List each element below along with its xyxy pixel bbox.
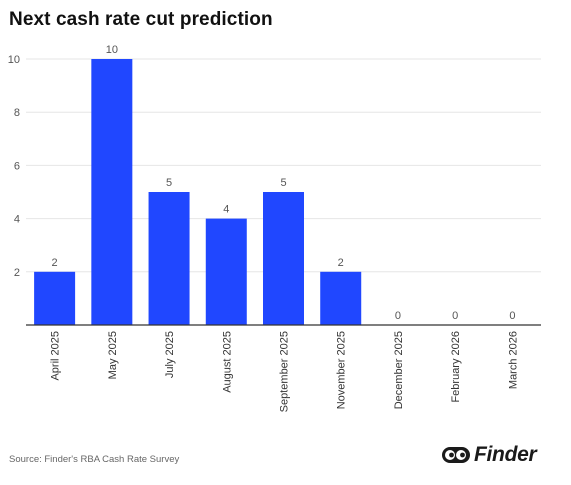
bar [148,192,190,325]
bar [205,218,247,325]
bar-value-label: 10 [106,44,118,56]
bar-value-label: 0 [452,310,458,322]
x-tick-label: July 2025 [164,331,176,378]
brand-name: Finder [474,443,537,466]
bar-value-label: 0 [509,310,515,322]
x-tick-label: September 2025 [279,331,291,412]
x-tick-label: November 2025 [336,331,348,409]
bar-chart: 2 4 6 8 10 2 April 2025 10 May 2025 5 July 2025 4 Au… [8,44,541,412]
brand-logo: Finder [441,443,537,467]
bar-value-label: 5 [280,177,286,189]
y-tick-label: 4 [14,214,20,226]
bar [320,271,362,325]
bar [263,192,304,325]
x-tick-label: February 2026 [450,331,462,403]
bar [91,59,133,325]
y-tick-label: 8 [14,107,20,119]
x-tick-label: April 2025 [50,331,62,381]
x-tick-label: May 2025 [107,331,119,379]
y-tick-label: 10 [8,54,20,66]
bar-value-label: 2 [52,257,58,269]
chart-title: Next cash rate cut prediction [9,9,273,30]
y-tick-label: 6 [14,160,20,172]
bar-value-label: 0 [395,310,401,322]
bar-value-label: 2 [338,257,344,269]
source-note: Source: Finder's RBA Cash Rate Survey [9,454,180,465]
y-tick-label: 2 [14,267,20,279]
bar-value-label: 5 [166,177,172,189]
x-tick-label: December 2025 [393,331,405,409]
x-tick-label: August 2025 [221,331,233,393]
bar-value-label: 4 [223,204,229,216]
x-tick-label: March 2026 [507,331,519,389]
finder-eyes-logo-icon [442,447,470,463]
bar [34,271,76,325]
